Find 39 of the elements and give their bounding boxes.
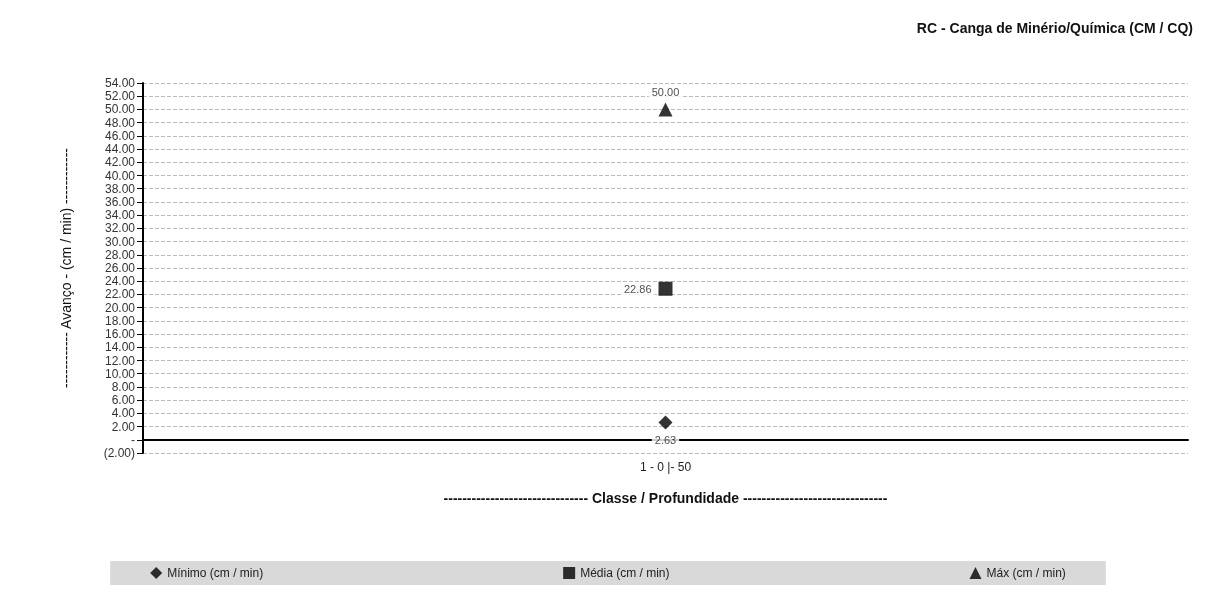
- y-tick-label: 38.00: [104, 181, 136, 196]
- y-tick-label: 36.00: [104, 194, 136, 209]
- y-tick-label: 52.00: [104, 89, 136, 104]
- y-tick-label: 26.00: [104, 261, 136, 275]
- y-tick-label: 16.00: [104, 327, 136, 342]
- y-tick-label: 6.00: [111, 393, 136, 408]
- data-label: 50.00: [651, 85, 680, 98]
- y-tick-label: 42.00: [104, 155, 136, 170]
- y-tick-label: 22.00: [104, 287, 136, 302]
- y-tick-label: 14.00: [104, 340, 136, 355]
- legend-label: Média (cm / min): [580, 566, 670, 580]
- y-tick-label: 12.00: [104, 353, 136, 368]
- y-tick-label: 34.00: [104, 208, 136, 223]
- y-tick-label: 50.00: [104, 102, 136, 117]
- y-axis-title: ------------ Avanço - (cm / min) ------------: [58, 147, 74, 388]
- y-tick-label: 24.00: [104, 274, 136, 289]
- legend-label: Mínimo (cm / min): [167, 566, 264, 580]
- y-tick-label: 30.00: [104, 234, 136, 249]
- x-tick-label: 1 - 0 |- 50: [639, 460, 692, 474]
- y-tick-label: 48.00: [104, 115, 136, 130]
- y-tick-label: 10.00: [104, 366, 136, 381]
- y-tick-label: 8.00: [111, 379, 136, 394]
- chart-title: RC - Canga de Minério/Química (CM / CQ): [916, 20, 1194, 36]
- y-tick-label: 20.00: [104, 300, 136, 315]
- y-tick-label: 32.00: [104, 221, 136, 236]
- y-tick-label: 54.00: [104, 76, 136, 90]
- y-tick-label: 44.00: [104, 142, 136, 157]
- y-tick-label: (2.00): [103, 446, 135, 460]
- data-label: 22.86: [623, 282, 652, 295]
- y-tick-label: 28.00: [104, 247, 136, 262]
- data-label: 2.63: [654, 433, 677, 446]
- legend-label: Máx (cm / min): [986, 566, 1066, 580]
- y-tick-label: -: [131, 432, 135, 447]
- x-axis-title: ------------------------------- Classe / Profundidade -------------------------------: [443, 490, 888, 506]
- y-tick-label: 40.00: [104, 168, 136, 183]
- y-tick-label: 46.00: [104, 128, 136, 143]
- y-tick-label: 18.00: [104, 313, 136, 328]
- y-tick-label: 2.00: [111, 419, 136, 434]
- y-tick-label: 4.00: [111, 406, 136, 421]
